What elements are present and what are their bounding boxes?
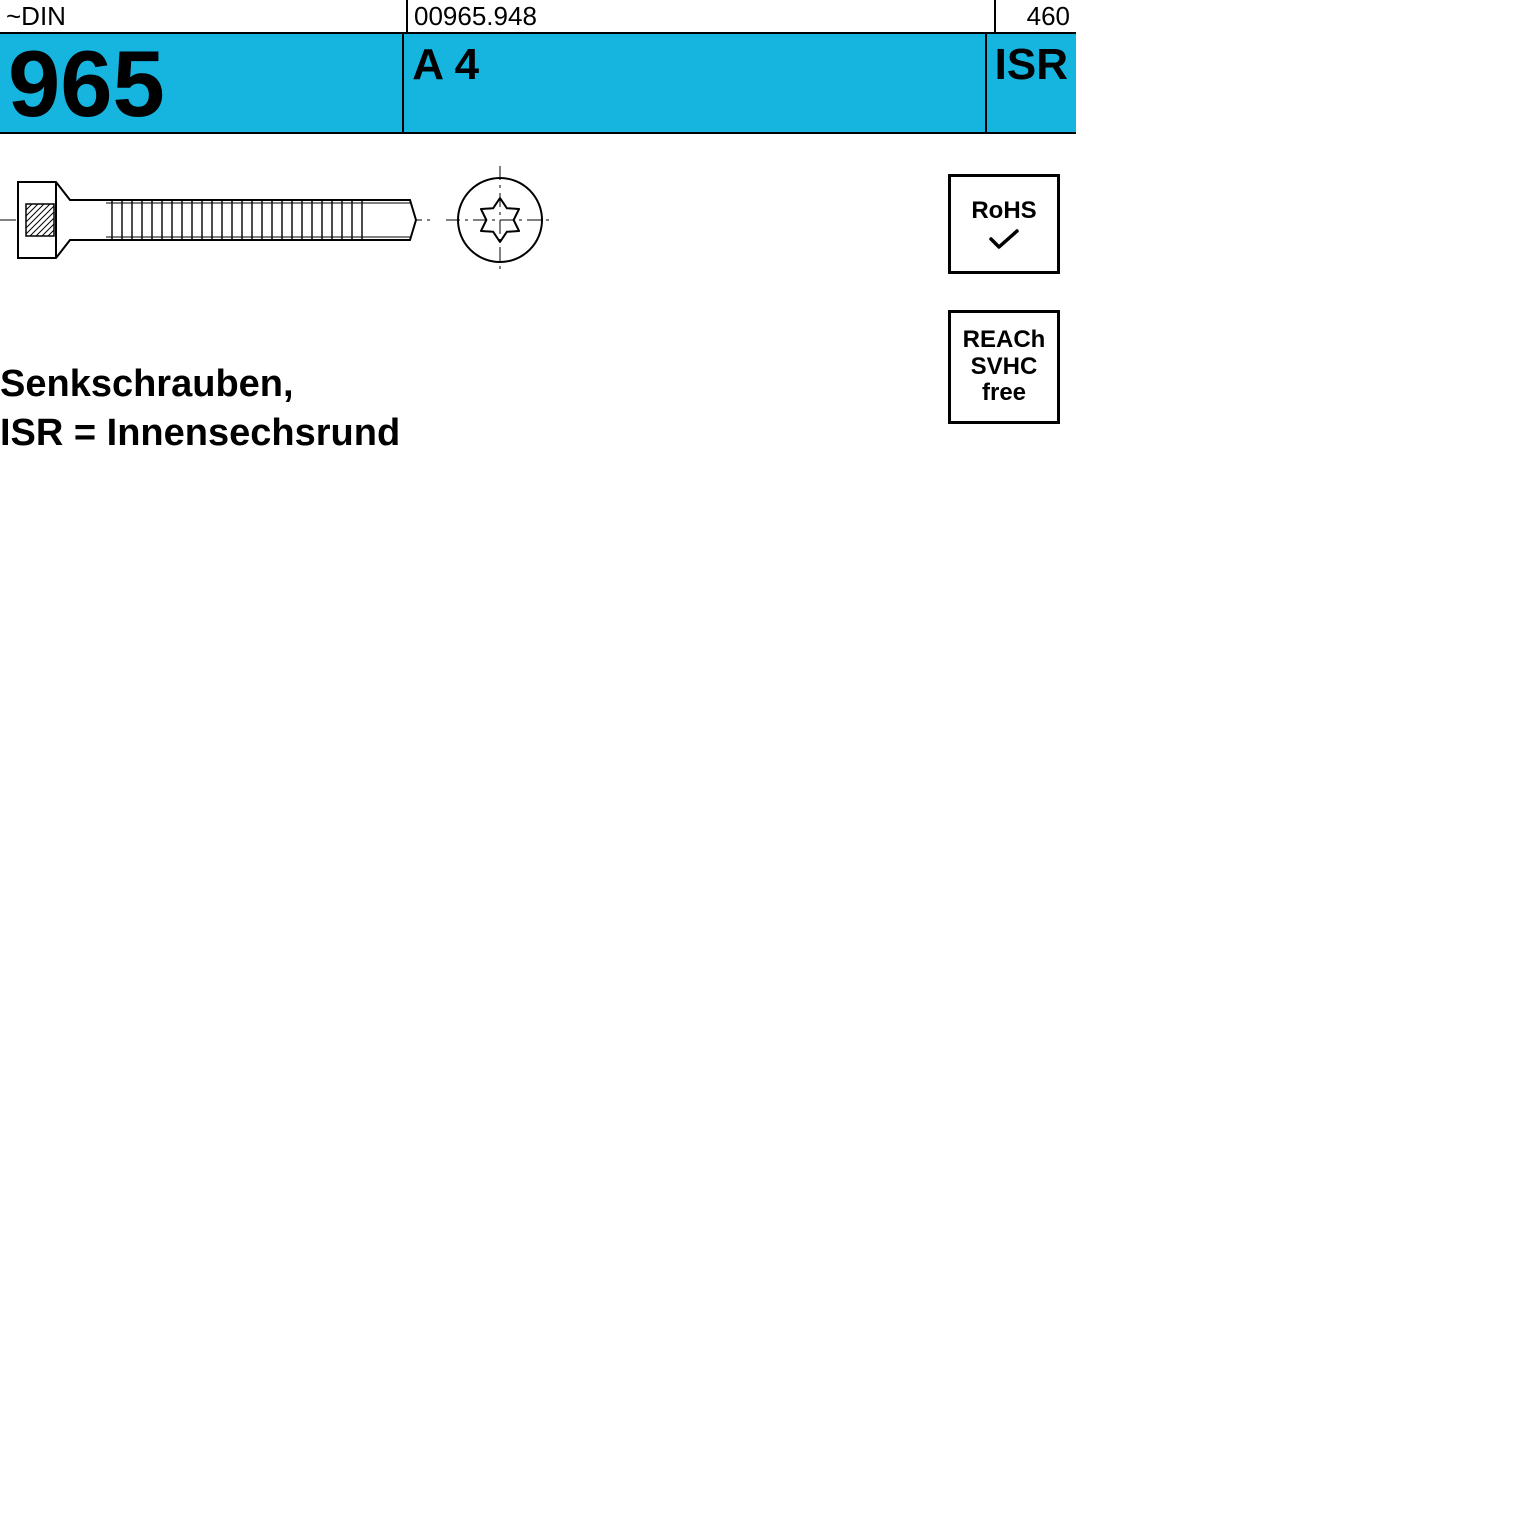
header-top-mid: 00965.948 xyxy=(408,0,996,34)
header-drive-type: ISR xyxy=(987,34,1076,134)
header-material: A 4 xyxy=(404,34,986,134)
header-top-row: ~DIN 00965.948 460 xyxy=(0,0,1076,34)
header-top-right: 460 xyxy=(996,0,1076,34)
reach-line-2: SVHC xyxy=(971,354,1038,380)
screw-drawing xyxy=(0,160,620,280)
desc-line-2: ISR = Innensechsrund xyxy=(0,409,700,458)
product-description: Senkschrauben, ISR = Innensechsrund xyxy=(0,360,700,457)
reach-line-3: free xyxy=(982,380,1026,406)
rohs-label: RoHS xyxy=(971,198,1036,224)
rohs-badge: RoHS xyxy=(948,174,1060,274)
header-blue-row: 965 A 4 ISR xyxy=(0,34,1076,134)
check-icon xyxy=(989,228,1019,250)
technical-diagram xyxy=(0,160,1076,360)
header-top-left: ~DIN xyxy=(0,0,408,34)
reach-badge: REACh SVHC free xyxy=(948,310,1060,424)
header-standard-number: 965 xyxy=(0,34,404,134)
desc-line-1: Senkschrauben, xyxy=(0,360,700,409)
reach-line-1: REACh xyxy=(963,327,1046,353)
